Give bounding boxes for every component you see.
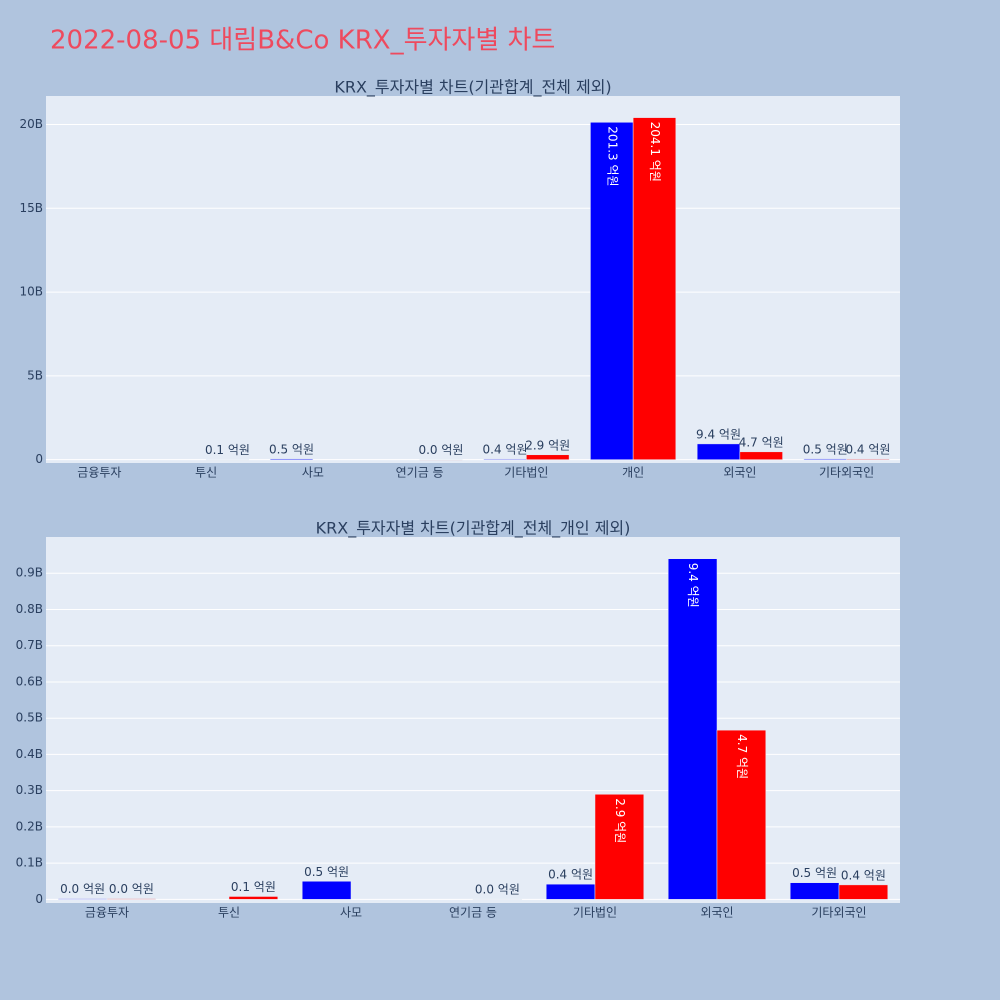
y-tick-label: 0.9B <box>16 566 43 580</box>
bar <box>57 898 108 900</box>
bar <box>269 458 314 460</box>
value-label: 0.4 억원 <box>548 868 593 882</box>
value-label: 201.3 억원 <box>605 126 619 186</box>
x-tick-label: 외국인 <box>700 906 733 920</box>
value-label: 0.0 억원 <box>475 883 520 897</box>
bar <box>483 458 527 460</box>
page-title: 2022-08-05 대림B&Co KRX_투자자별 차트 <box>50 26 555 56</box>
x-tick-label: 금융투자 <box>77 466 121 480</box>
bar <box>739 451 783 460</box>
y-tick-label: 0.8B <box>16 602 43 616</box>
value-label: 0.4 억원 <box>483 442 528 456</box>
bar <box>667 558 718 900</box>
bar <box>594 794 645 900</box>
value-label: 0.0 억원 <box>418 443 463 457</box>
x-tick-label: 연기금 등 <box>396 466 444 480</box>
bar <box>526 454 570 460</box>
x-tick-label: 외국인 <box>723 466 756 480</box>
value-label: 9.4 억원 <box>696 427 741 441</box>
y-tick-label: 15B <box>19 201 43 215</box>
bar <box>106 898 157 900</box>
value-label: 0.5 억원 <box>269 442 314 456</box>
bar <box>301 881 352 900</box>
bar <box>545 883 596 900</box>
bar <box>205 459 250 461</box>
value-label: 0.4 억원 <box>845 442 890 456</box>
bar <box>789 882 840 900</box>
value-label: 0.4 억원 <box>841 868 886 882</box>
x-tick-label: 기타법인 <box>504 466 548 480</box>
y-tick-label: 5B <box>27 368 43 382</box>
bar <box>419 459 463 461</box>
value-label: 2.9 억원 <box>613 798 627 843</box>
y-tick-label: 10B <box>19 285 43 299</box>
bar <box>632 117 677 460</box>
value-label: 2.9 억원 <box>525 438 570 452</box>
value-label: 0.1 억원 <box>231 880 276 894</box>
value-label: 0.0 억원 <box>109 882 154 896</box>
x-tick-label: 사모 <box>302 466 324 480</box>
y-tick-label: 0.4B <box>16 747 43 761</box>
bar <box>472 898 523 900</box>
y-tick-label: 0 <box>35 452 43 466</box>
y-tick-label: 0.1B <box>16 856 43 870</box>
value-label: 0.5 억원 <box>803 442 848 456</box>
bar <box>590 122 634 460</box>
x-tick-label: 사모 <box>340 906 362 920</box>
y-tick-label: 20B <box>19 117 43 131</box>
bar <box>803 458 847 460</box>
value-label: 0.5 억원 <box>304 865 349 879</box>
value-label: 4.7 억원 <box>735 734 749 779</box>
bar <box>716 729 767 900</box>
y-tick-label: 0 <box>35 892 43 906</box>
bar <box>838 884 889 900</box>
x-tick-label: 기타외국인 <box>819 466 874 480</box>
x-tick-label: 개인 <box>622 466 644 480</box>
y-tick-label: 0.5B <box>16 711 43 725</box>
value-label: 0.1 억원 <box>205 443 250 457</box>
x-tick-label: 투신 <box>218 906 240 920</box>
plot-area <box>46 537 900 903</box>
y-tick-label: 0.7B <box>16 638 43 652</box>
value-label: 204.1 억원 <box>648 122 662 182</box>
bar <box>696 443 741 460</box>
y-tick-label: 0.2B <box>16 819 43 833</box>
y-tick-label: 0.6B <box>16 674 43 688</box>
x-tick-label: 금융투자 <box>85 906 129 920</box>
y-tick-label: 0.3B <box>16 783 43 797</box>
x-tick-label: 기타법인 <box>573 906 617 920</box>
value-label: 9.4 억원 <box>686 563 700 608</box>
x-tick-label: 기타외국인 <box>811 906 866 920</box>
value-label: 0.5 억원 <box>792 866 837 880</box>
x-tick-label: 투신 <box>195 466 217 480</box>
value-label: 4.7 억원 <box>739 435 784 449</box>
bar <box>846 458 890 460</box>
chart-title: KRX_투자자별 차트(기관합계_전체 제외) <box>334 78 611 98</box>
x-tick-label: 연기금 등 <box>449 906 497 920</box>
chart-title: KRX_투자자별 차트(기관합계_전체_개인 제외) <box>316 519 631 539</box>
value-label: 0.0 억원 <box>60 882 105 896</box>
plot-area <box>46 96 900 463</box>
bar <box>228 896 279 900</box>
